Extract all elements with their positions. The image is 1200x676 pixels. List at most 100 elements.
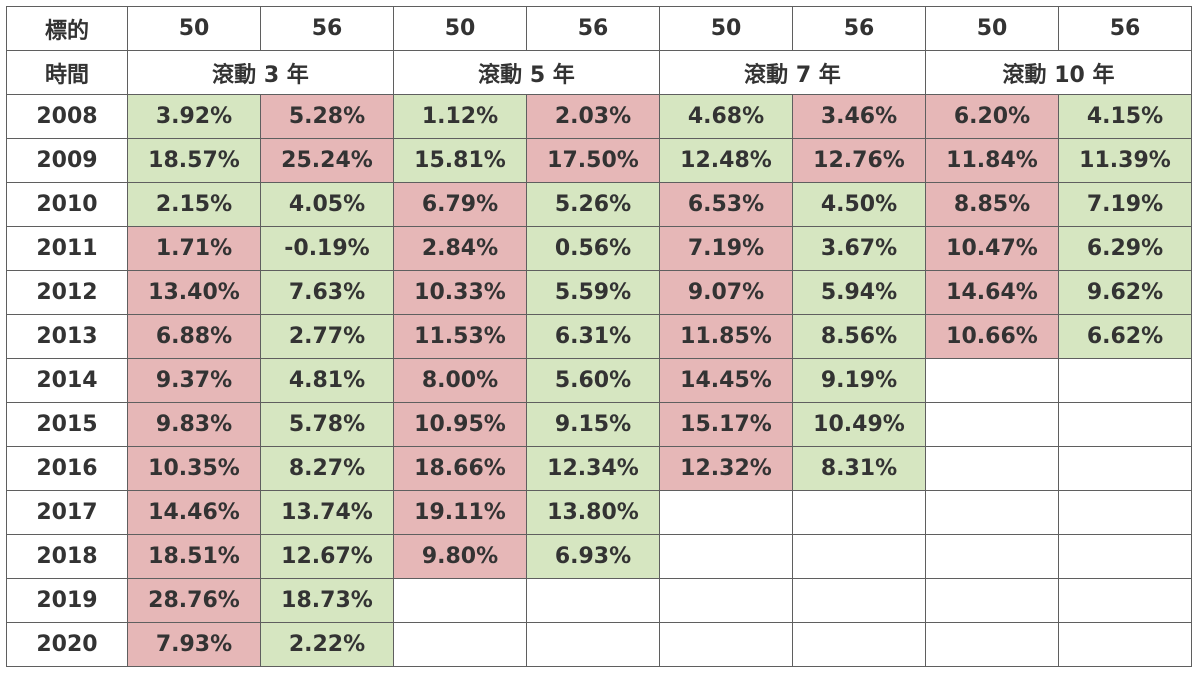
return-cell: 3.92% bbox=[127, 94, 261, 139]
return-cell: 6.79% bbox=[393, 182, 527, 227]
return-cell: 13.80% bbox=[526, 490, 660, 535]
return-cell: 12.76% bbox=[792, 138, 926, 183]
year-cell: 2009 bbox=[6, 138, 128, 183]
return-cell bbox=[1058, 578, 1192, 623]
return-cell bbox=[1058, 490, 1192, 535]
return-cell: 3.67% bbox=[792, 226, 926, 271]
return-cell bbox=[925, 446, 1059, 491]
return-cell: 5.59% bbox=[526, 270, 660, 315]
return-cell: 18.73% bbox=[260, 578, 394, 623]
table-row: 2015 9.83% 5.78% 10.95% 9.15% 15.17% 10.49% bbox=[6, 402, 1192, 447]
return-cell: 14.46% bbox=[127, 490, 261, 535]
return-cell: 1.12% bbox=[393, 94, 527, 139]
return-cell: 5.78% bbox=[260, 402, 394, 447]
return-cell bbox=[925, 578, 1059, 623]
table-row: 2017 14.46% 13.74% 19.11% 13.80% bbox=[6, 490, 1192, 535]
table-row: 2013 6.88% 2.77% 11.53% 6.31% 11.85% 8.56% 10.6… bbox=[6, 314, 1192, 359]
return-cell: 9.07% bbox=[659, 270, 793, 315]
return-cell: 18.57% bbox=[127, 138, 261, 183]
table-row: 2009 18.57% 25.24% 15.81% 17.50% 12.48% 12.76%… bbox=[6, 138, 1192, 183]
return-cell: 5.60% bbox=[526, 358, 660, 403]
return-cell: 7.19% bbox=[659, 226, 793, 271]
return-cell: 9.80% bbox=[393, 534, 527, 579]
period-label: 時間 bbox=[6, 50, 128, 95]
table-row: 2018 18.51% 12.67% 9.80% 6.93% bbox=[6, 534, 1192, 579]
return-cell: 19.11% bbox=[393, 490, 527, 535]
return-cell bbox=[1058, 402, 1192, 447]
year-cell: 2018 bbox=[6, 534, 128, 579]
return-cell: 8.27% bbox=[260, 446, 394, 491]
year-cell: 2011 bbox=[6, 226, 128, 271]
return-cell: -0.19% bbox=[260, 226, 394, 271]
return-cell bbox=[925, 358, 1059, 403]
target-header-cell: 56 bbox=[1058, 6, 1192, 51]
table-row: 2008 3.92% 5.28% 1.12% 2.03% 4.68% 3.46% 6.20% 4… bbox=[6, 94, 1192, 139]
return-cell bbox=[925, 402, 1059, 447]
period-header-cell: 滾動 7 年 bbox=[659, 50, 926, 95]
year-cell: 2014 bbox=[6, 358, 128, 403]
target-header-cell: 56 bbox=[792, 6, 926, 51]
return-cell: 7.93% bbox=[127, 622, 261, 667]
return-cell: 18.66% bbox=[393, 446, 527, 491]
target-label: 標的 bbox=[6, 6, 128, 51]
target-header-cell: 50 bbox=[925, 6, 1059, 51]
return-cell bbox=[393, 578, 527, 623]
return-cell bbox=[1058, 446, 1192, 491]
table-row: 2014 9.37% 4.81% 8.00% 5.60% 14.45% 9.19% bbox=[6, 358, 1192, 403]
return-cell bbox=[925, 622, 1059, 667]
return-cell: 6.53% bbox=[659, 182, 793, 227]
year-cell: 2010 bbox=[6, 182, 128, 227]
return-cell bbox=[792, 578, 926, 623]
return-cell: 8.00% bbox=[393, 358, 527, 403]
target-header-cell: 50 bbox=[127, 6, 261, 51]
return-cell: 13.40% bbox=[127, 270, 261, 315]
period-header-row: 時間 滾動 3 年 滾動 5 年 滾動 7 年 滾動 10 年 bbox=[6, 50, 1192, 95]
return-cell: 6.93% bbox=[526, 534, 660, 579]
table-row: 2011 1.71% -0.19% 2.84% 0.56% 7.19% 3.67% 10.47… bbox=[6, 226, 1192, 271]
return-cell bbox=[526, 622, 660, 667]
return-cell: 8.85% bbox=[925, 182, 1059, 227]
return-cell bbox=[393, 622, 527, 667]
return-cell: 15.81% bbox=[393, 138, 527, 183]
target-header-cell: 56 bbox=[526, 6, 660, 51]
return-cell: 28.76% bbox=[127, 578, 261, 623]
target-header-cell: 50 bbox=[659, 6, 793, 51]
period-header-cell: 滾動 3 年 bbox=[127, 50, 394, 95]
return-cell bbox=[792, 622, 926, 667]
return-cell: 5.26% bbox=[526, 182, 660, 227]
return-cell: 4.81% bbox=[260, 358, 394, 403]
return-cell bbox=[659, 578, 793, 623]
year-cell: 2013 bbox=[6, 314, 128, 359]
year-cell: 2019 bbox=[6, 578, 128, 623]
returns-table: 標的 50 56 50 56 50 56 50 56 時間 滾動 3 年 滾動 … bbox=[6, 6, 1192, 667]
return-cell: 18.51% bbox=[127, 534, 261, 579]
table-row: 2020 7.93% 2.22% bbox=[6, 622, 1192, 667]
target-header-cell: 56 bbox=[260, 6, 394, 51]
return-cell: 12.32% bbox=[659, 446, 793, 491]
return-cell: 15.17% bbox=[659, 402, 793, 447]
period-header-cell: 滾動 5 年 bbox=[393, 50, 660, 95]
return-cell: 14.45% bbox=[659, 358, 793, 403]
return-cell bbox=[659, 622, 793, 667]
return-cell bbox=[659, 534, 793, 579]
return-cell: 12.67% bbox=[260, 534, 394, 579]
return-cell: 4.50% bbox=[792, 182, 926, 227]
return-cell: 12.48% bbox=[659, 138, 793, 183]
return-cell bbox=[1058, 534, 1192, 579]
year-cell: 2020 bbox=[6, 622, 128, 667]
return-cell: 2.84% bbox=[393, 226, 527, 271]
return-cell bbox=[792, 534, 926, 579]
return-cell: 9.19% bbox=[792, 358, 926, 403]
return-cell: 6.62% bbox=[1058, 314, 1192, 359]
return-cell: 7.63% bbox=[260, 270, 394, 315]
return-cell: 8.31% bbox=[792, 446, 926, 491]
table-row: 2010 2.15% 4.05% 6.79% 5.26% 6.53% 4.50% 8.85% 7… bbox=[6, 182, 1192, 227]
target-header-cell: 50 bbox=[393, 6, 527, 51]
table-row: 2012 13.40% 7.63% 10.33% 5.59% 9.07% 5.94% 14.6… bbox=[6, 270, 1192, 315]
return-cell: 6.29% bbox=[1058, 226, 1192, 271]
return-cell: 25.24% bbox=[260, 138, 394, 183]
return-cell: 5.94% bbox=[792, 270, 926, 315]
return-cell: 9.37% bbox=[127, 358, 261, 403]
year-cell: 2012 bbox=[6, 270, 128, 315]
return-cell: 3.46% bbox=[792, 94, 926, 139]
